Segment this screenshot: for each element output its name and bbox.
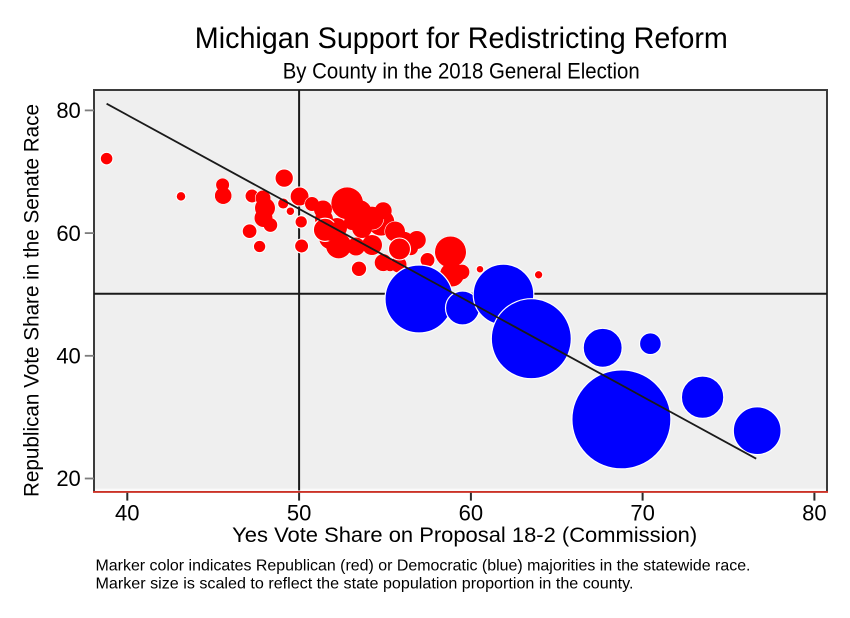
svg-text:40: 40 [56,344,80,369]
svg-text:Marker size is scaled to refle: Marker size is scaled to reflect the sta… [96,575,634,592]
svg-text:60: 60 [56,221,80,246]
svg-text:80: 80 [56,98,80,123]
svg-text:70: 70 [630,501,654,526]
svg-text:20: 20 [56,466,80,491]
svg-text:Republican Vote Share in the S: Republican Vote Share in the Senate Race [20,104,44,497]
svg-text:60: 60 [459,501,483,526]
svg-text:Marker color indicates Republi: Marker color indicates Republican (red) … [96,557,751,574]
svg-text:50: 50 [287,501,311,526]
svg-text:40: 40 [115,501,139,526]
svg-text:80: 80 [802,501,826,526]
svg-text:Michigan Support for Redistric: Michigan Support for Redistricting Refor… [195,22,728,55]
svg-text:By County in the 2018 General: By County in the 2018 General Election [283,58,640,83]
svg-text:Yes Vote Share on Proposal 18-: Yes Vote Share on Proposal 18-2 (Commiss… [232,523,697,547]
